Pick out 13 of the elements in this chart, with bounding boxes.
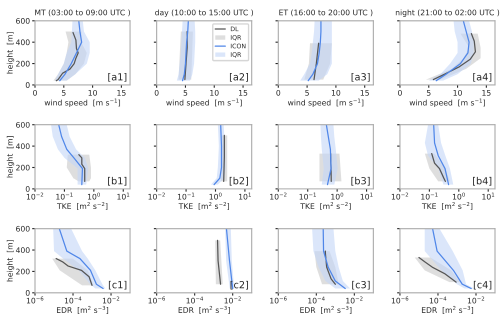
annotation: [c4]	[474, 280, 492, 290]
annotation: [a4]	[473, 72, 492, 82]
line-series	[56, 32, 79, 82]
line-series	[59, 20, 82, 82]
annotation: [b2]	[230, 176, 248, 186]
annotation: [a1]	[108, 72, 126, 82]
annotation: [b3]	[351, 176, 370, 186]
annotation: [c3]	[352, 280, 370, 290]
annotation: [b4]	[473, 176, 492, 186]
annotation: [a2]	[230, 72, 248, 82]
annotation: [c1]	[108, 280, 126, 290]
annotation: [b1]	[108, 176, 126, 186]
annotation: [a3]	[352, 72, 370, 82]
